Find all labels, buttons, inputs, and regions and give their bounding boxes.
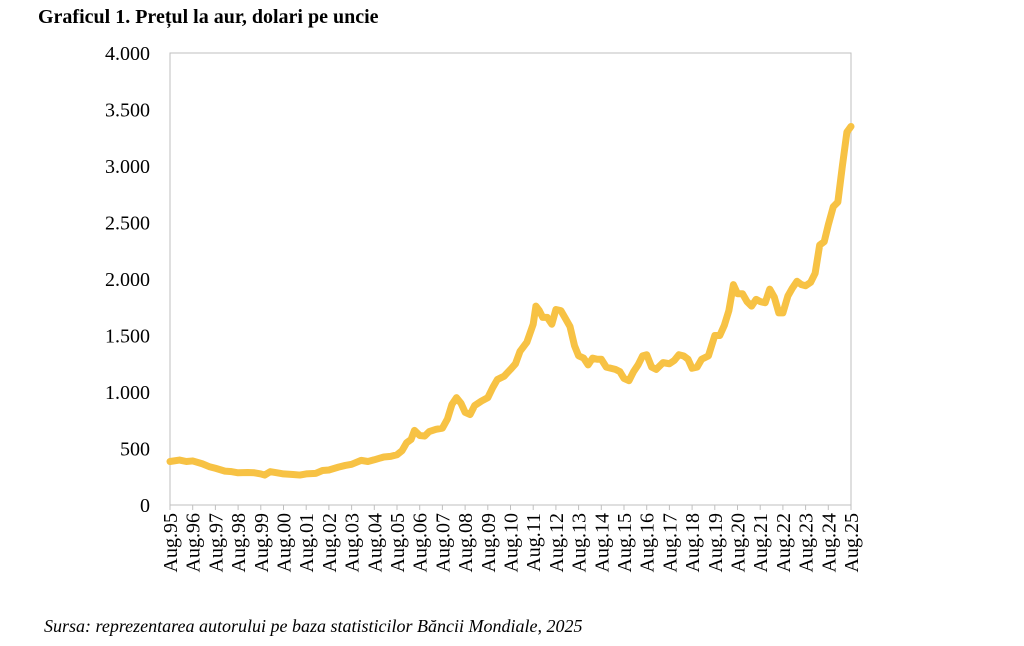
plot-frame — [169, 52, 852, 506]
chart-source-note: Sursa: reprezentarea autorului pe baza s… — [44, 616, 583, 636]
x-tick-label: Aug.10 — [501, 513, 523, 572]
plot-area — [169, 52, 852, 506]
x-tick-label: Aug.99 — [251, 513, 273, 572]
x-tick-label: Aug.05 — [387, 513, 409, 572]
y-tick-label: 1.000 — [105, 382, 150, 404]
y-tick-label: 0 — [140, 495, 150, 517]
x-tick-label: Aug.08 — [455, 513, 477, 572]
x-tick-label: Aug.24 — [818, 513, 840, 572]
x-tick-label: Aug.02 — [319, 513, 341, 572]
x-tick-label: Aug.95 — [160, 513, 182, 572]
x-tick-label: Aug.15 — [614, 513, 636, 572]
x-tick-label: Aug.01 — [296, 513, 318, 572]
y-tick-label: 3.500 — [105, 100, 150, 122]
x-tick-label: Aug.21 — [750, 513, 772, 572]
x-tick-label: Aug.98 — [228, 513, 250, 572]
y-tick-label: 2.500 — [105, 213, 150, 235]
x-tick-label: Aug.18 — [682, 513, 704, 572]
chart-title: Graficul 1. Prețul la aur, dolari pe unc… — [38, 6, 379, 28]
y-tick-label: 4.000 — [105, 43, 150, 65]
x-tick-label: Aug.16 — [637, 513, 659, 572]
x-tick-label: Aug.23 — [796, 513, 818, 572]
x-tick-label: Aug.04 — [364, 513, 386, 572]
x-tick-label: Aug.97 — [205, 513, 227, 572]
x-tick-label: Aug.17 — [659, 513, 681, 572]
x-tick-label: Aug.00 — [274, 513, 296, 572]
y-tick-label: 2.000 — [105, 269, 150, 291]
y-tick-label: 1.500 — [105, 326, 150, 348]
x-tick-label: Aug.22 — [773, 513, 795, 572]
x-tick-label: Aug.20 — [728, 513, 750, 572]
x-axis-ticks: Aug.95 Aug.96 Aug.97 Aug.98 Aug.99 Aug.00 Aug.… — [160, 505, 863, 572]
x-tick-label: Aug.14 — [591, 513, 613, 572]
x-tick-label: Aug.11 — [523, 513, 545, 572]
x-tick-label: Aug.19 — [705, 513, 727, 572]
x-tick-label: Aug.03 — [342, 513, 364, 572]
x-tick-label: Aug.07 — [432, 513, 454, 572]
gold-price-line — [166, 122, 855, 479]
x-tick-label: Aug.25 — [841, 513, 863, 572]
y-tick-label: 500 — [120, 439, 150, 461]
x-tick-label: Aug.09 — [478, 513, 500, 572]
x-tick-label: Aug.96 — [183, 513, 205, 572]
x-tick-label: Aug.12 — [546, 513, 568, 572]
data-series — [166, 122, 855, 479]
x-tick-label: Aug.13 — [569, 513, 591, 572]
y-tick-label: 3.000 — [105, 156, 150, 178]
x-tick-label: Aug.06 — [410, 513, 432, 572]
y-axis-ticks: 0 500 1.000 1.500 2.000 2.500 3.000 3.500 4.000 — [105, 43, 150, 517]
